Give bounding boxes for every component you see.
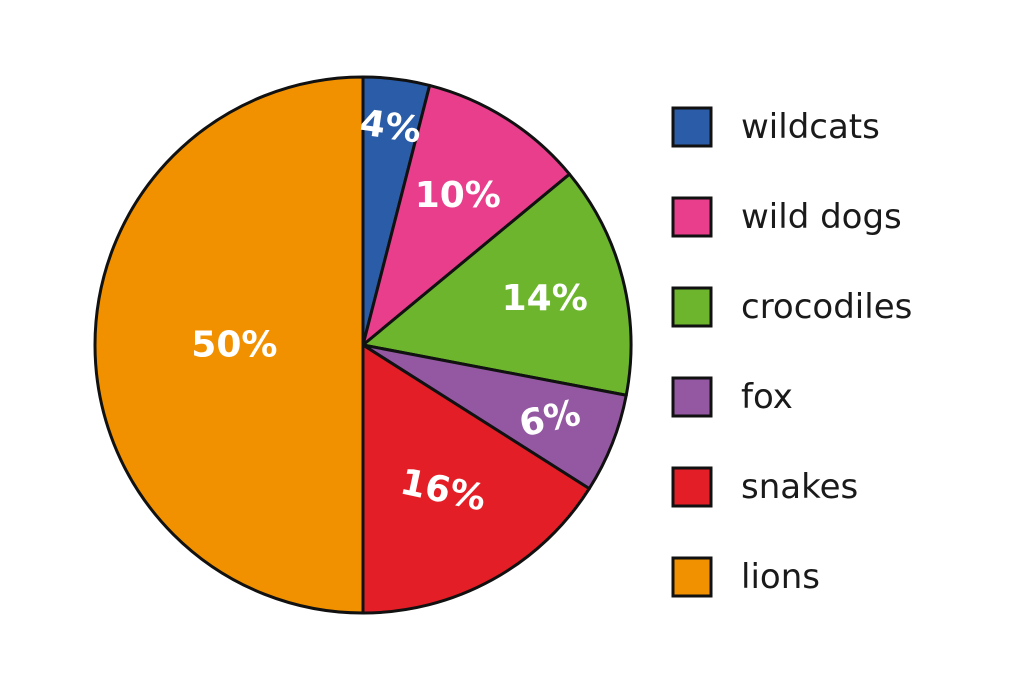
legend-swatch-wild-dogs	[671, 196, 713, 238]
legend-swatch-wildcats	[671, 106, 713, 148]
pie-slice-crocodiles	[361, 172, 633, 397]
pie-slice-lions	[93, 75, 365, 615]
legend: wildcats wild dogs crocodiles fox snakes lion…	[671, 106, 912, 598]
legend-swatch-fox	[671, 376, 713, 418]
legend-label-wildcats: wildcats	[741, 107, 880, 147]
data-label-crocodiles: 14%	[502, 278, 588, 319]
pie-slice-wild-dogs	[361, 83, 571, 347]
pie-slices	[93, 75, 633, 615]
pie-slice-snakes	[361, 343, 591, 615]
data-label-lions: 50%	[191, 325, 277, 366]
pie-data-labels: 4%10%14%6%16%50%	[191, 102, 588, 519]
legend-label-wild-dogs: wild dogs	[741, 197, 902, 237]
legend-swatch-crocodiles	[671, 286, 713, 328]
data-label-wildcats: 4%	[357, 102, 423, 151]
legend-swatch-snakes	[671, 466, 713, 508]
legend-label-snakes: snakes	[741, 467, 858, 507]
legend-swatch-lions	[671, 556, 713, 598]
legend-label-fox: fox	[741, 377, 793, 417]
data-label-wild-dogs: 10%	[415, 175, 501, 216]
legend-label-crocodiles: crocodiles	[741, 287, 912, 327]
legend-label-lions: lions	[741, 557, 820, 597]
